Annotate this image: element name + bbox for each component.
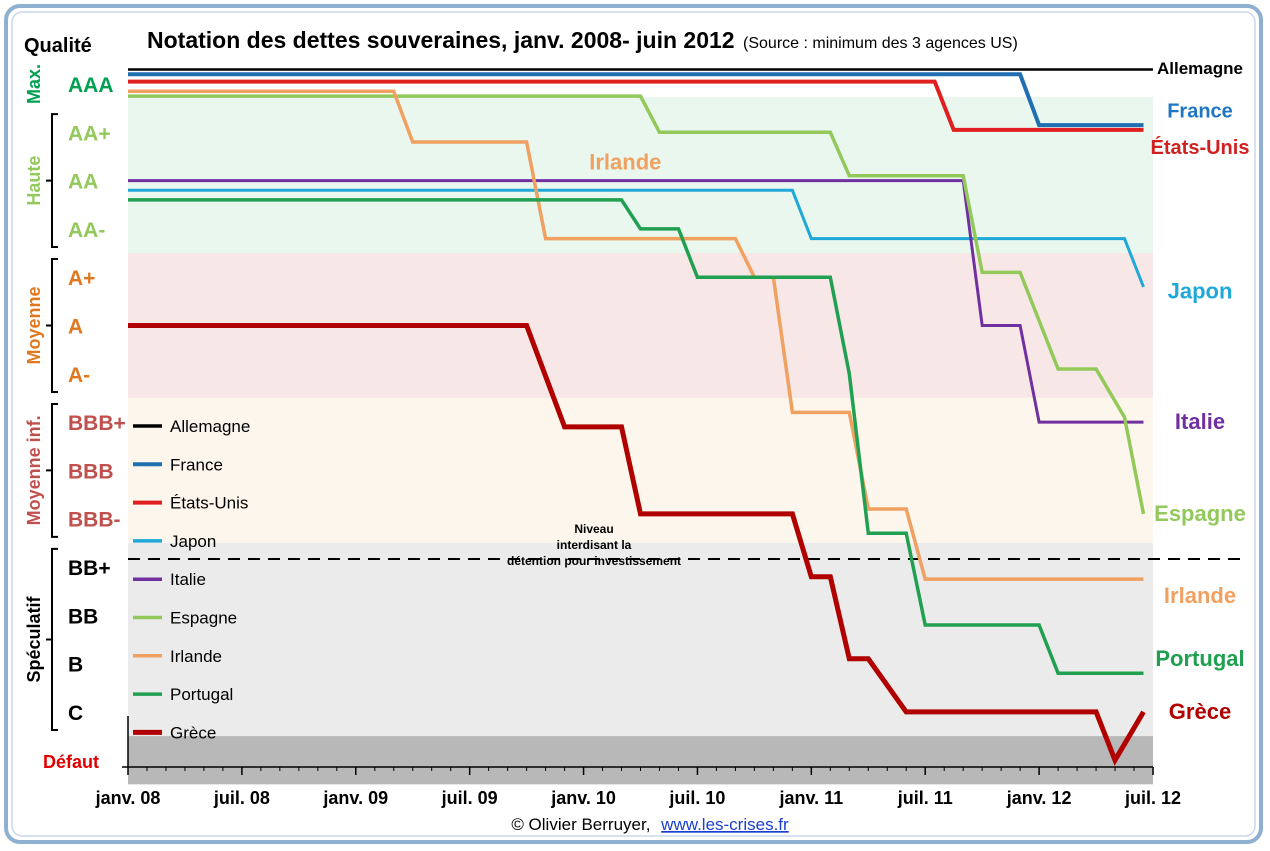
series-line [128, 179, 1144, 424]
threshold-label-line: détention pour investissement [507, 554, 681, 568]
zone-band [128, 397, 1153, 543]
y-tick-label: B [68, 654, 83, 677]
zones-layer: Max. Haute Moyenne Moyenne inf. Spéculatif [24, 64, 1153, 785]
x-tick-label: juil. 10 [668, 788, 725, 808]
series-line [128, 94, 1146, 515]
zone-band [128, 542, 1153, 737]
zone-label: Haute [24, 156, 44, 206]
y-tick-label: Défaut [43, 752, 99, 772]
series-line [128, 188, 1145, 288]
legend-label: Italie [170, 570, 206, 589]
chart-frame-inner [11, 11, 1256, 837]
series-end-label: Portugal [1155, 646, 1244, 671]
zone-label: Moyenne [24, 286, 44, 364]
threshold-label-line: Niveau [574, 522, 613, 536]
legend: Allemagne France États-Unis Japon Italie Espa… [133, 417, 250, 742]
x-tick-label: janv. 10 [550, 788, 616, 808]
zone-label: Max. [24, 64, 44, 104]
quality-header: Qualité [24, 35, 92, 57]
y-tick-label: BBB- [68, 509, 121, 532]
zone-label: Moyenne inf. [24, 415, 44, 525]
series-end-label: Grèce [1169, 699, 1231, 724]
series-line [128, 198, 1144, 676]
series-line [128, 323, 1146, 766]
chart-title: Notation des dettes souveraines, janv. 2… [147, 27, 1018, 53]
series-end-label: Italie [1175, 409, 1225, 434]
y-tick-label: BBB+ [68, 412, 126, 435]
y-tick-label: AA- [68, 219, 105, 242]
y-tick-label: AAA [68, 74, 114, 97]
series-end-label: France [1167, 101, 1233, 123]
series-line [128, 72, 1144, 128]
threshold-label-line: interdisant la [557, 538, 632, 552]
x-tick-label: juil. 12 [1124, 788, 1181, 808]
y-tick-label: AA [68, 171, 98, 194]
chart-title-main: Notation des dettes souveraines, janv. 2… [147, 27, 735, 53]
y-tick-label: A- [68, 364, 90, 387]
credit-link[interactable]: www.les-crises.fr [660, 815, 789, 834]
legend-label: France [170, 455, 223, 474]
series-end-label: Irlande [1164, 583, 1236, 608]
zone-label: Spéculatif [24, 595, 44, 682]
x-tick-label: janv. 08 [95, 788, 161, 808]
legend-label: Espagne [170, 609, 237, 628]
x-tick-label: juil. 09 [441, 788, 498, 808]
legend-label: Japon [170, 532, 216, 551]
x-tick-label: juil. 08 [213, 788, 270, 808]
series-annotation: Irlande [589, 149, 661, 174]
y-tick-label: BB [68, 605, 98, 628]
credit-line: © Olivier Berruyer, www.les-crises.fr [511, 815, 789, 834]
series-end-label: Japon [1168, 279, 1233, 304]
series-line [128, 79, 1144, 132]
threshold-label: Niveau interdisant la détention pour inves… [507, 522, 681, 568]
legend-label: Allemagne [170, 417, 250, 436]
x-tick-label: janv. 12 [1006, 788, 1072, 808]
x-tick-label: janv. 11 [778, 788, 843, 808]
y-tick-label: AA+ [68, 122, 111, 145]
y-tick-label: BB+ [68, 557, 111, 580]
y-tick-label: BBB [68, 460, 114, 483]
series-layer [128, 68, 1153, 766]
zone-bracket [46, 547, 58, 732]
series-end-label: États-Unis [1151, 136, 1250, 159]
y-tick-label: A+ [68, 267, 95, 290]
y-tick-label: C [68, 702, 83, 725]
zone-band [128, 736, 1153, 785]
x-tick-label: janv. 09 [322, 788, 388, 808]
chart-subtitle: (Source : minimum des 3 agences US) [743, 35, 1018, 52]
legend-label: Irlande [170, 647, 222, 666]
credit-text: © Olivier Berruyer, [511, 815, 650, 834]
legend-label: États-Unis [170, 494, 248, 513]
y-tick-label: A [68, 316, 83, 339]
series-end-label: Espagne [1154, 501, 1246, 526]
series-end-label: Allemagne [1157, 59, 1243, 78]
labels-layer: Allemagne France États-Unis Japon Italie Espa… [589, 59, 1249, 724]
zone-bracket [46, 113, 58, 249]
zone-bracket [46, 402, 58, 538]
legend-label: Grèce [170, 723, 216, 742]
zone-bracket [46, 258, 58, 393]
x-tick-label: juil. 11 [897, 788, 953, 808]
axis-layer: AAAAA+AAAA-A+AA-BBB+BBBBBB-BB+BBBCDéfaut… [43, 74, 1240, 808]
legend-label: Portugal [170, 685, 233, 704]
